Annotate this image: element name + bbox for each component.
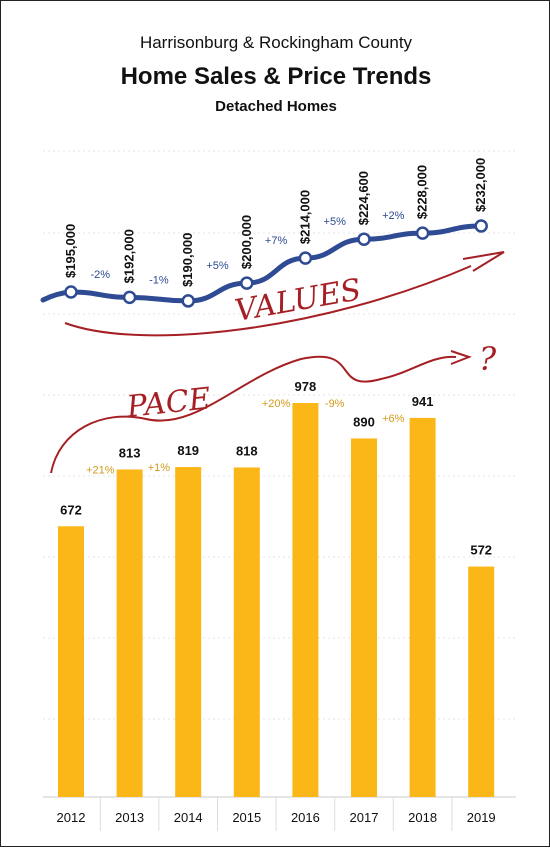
price-point [415,226,430,240]
price-point [298,251,313,265]
bar [58,526,84,797]
bar-change-label: +21% [86,464,115,476]
price-change-label: -2% [91,269,111,281]
price-value-label: $228,000 [415,165,430,219]
price-point [181,294,195,308]
line-series: $195,000 $192,000 -2% $190,000 -1% $200,000 +5… [40,158,488,308]
bar-value-label: 818 [236,443,258,458]
price-value-label: $195,000 [63,224,78,278]
bar [409,417,436,797]
bar-value-label: 978 [295,379,317,394]
price-value-label: $214,000 [297,190,312,244]
chart-supertitle: Harrisonburg & Rockingham County [140,33,413,52]
year-label: 2018 [408,810,437,825]
bar [116,469,143,797]
handwritten-annotations: VALUES PACE ? [50,251,505,474]
bar-value-label: 813 [119,445,141,460]
bar-value-label: 890 [353,414,375,429]
price-value-label: $224,600 [356,171,371,225]
year-label: 2015 [232,810,261,825]
pace-arrow-head [450,350,472,365]
price-point [240,276,254,290]
price-change-label: +5% [324,216,347,228]
year-label: 2017 [350,810,379,825]
price-point [64,285,78,299]
price-change-label: +7% [265,235,288,247]
chart-subtitle: Detached Homes [215,98,337,115]
bar-value-label: 819 [177,443,199,458]
year-label: 2016 [291,810,320,825]
pace-curve [50,355,457,474]
chart-title: Home Sales & Price Trends [121,63,432,90]
pace-annotation: PACE [124,381,212,425]
bar-value-label: 672 [60,502,82,517]
price-change-label: +2% [382,210,405,222]
bar [292,403,319,797]
bar-change-label: +6% [382,413,405,425]
price-point [474,219,488,233]
year-label: 2014 [174,810,203,825]
bar [175,467,202,797]
bar [233,467,260,797]
question-annotation: ? [479,340,497,378]
price-value-label: $192,000 [122,229,137,283]
values-underline [64,265,472,337]
bar-change-label: +1% [148,462,171,474]
bar-series: 672 813 +21% 819 +1% 818 978 +20% 890 -9% 941 +6% 57… [58,379,495,797]
year-label: 2012 [57,810,86,825]
price-point [357,232,371,246]
bar [468,566,495,797]
year-label: 2019 [467,810,496,825]
price-value-label: $190,000 [180,233,195,287]
price-change-label: +5% [206,260,229,272]
price-line [40,223,484,304]
bar [351,438,377,797]
price-change-label: -1% [149,274,169,286]
bar-change-label: -9% [325,398,345,410]
price-value-label: $200,000 [239,215,254,269]
price-value-label: $232,000 [473,158,488,212]
bar-change-label: +20% [262,398,291,410]
x-axis-labels: 2012 2013 2014 2015 2016 2017 2018 2019 [57,797,496,831]
values-arrow-head [462,251,505,272]
year-label: 2013 [115,810,144,825]
price-point [122,290,137,305]
bar-value-label: 941 [412,394,434,409]
bar-value-label: 572 [470,543,492,558]
